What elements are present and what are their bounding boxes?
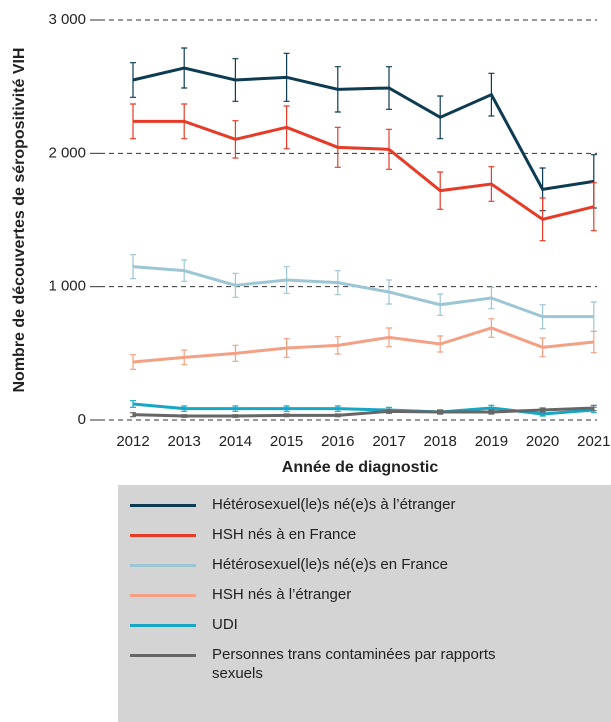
x-tick-label: 2015 [270,433,303,450]
y-tick-label: 3 000 [48,11,86,28]
legend-swatch [130,534,196,537]
legend-swatch [130,654,196,657]
legend-item: Personnes trans contaminées par rapports… [130,645,611,683]
legend-swatch [130,594,196,597]
error-bar [334,413,341,418]
error-bar [181,47,188,89]
error-bar [488,72,495,117]
y-tick-label: 1 000 [48,278,86,295]
legend-item: HSH nés à en France [130,525,611,555]
legend-label: HSH nés à l’étranger [212,586,352,603]
error-bar [181,103,188,140]
error-bar [488,318,495,338]
error-bar [437,409,444,415]
error-bar [130,412,136,418]
error-bar [539,407,546,413]
error-bar [283,338,290,358]
error-bar [130,400,136,408]
error-bar [488,166,495,202]
legend-item: Hétérosexuel(le)s né(e)s à l’étranger [130,495,611,525]
error-bar [130,103,136,140]
chart: Nombre de découvertes de séropositivité … [11,11,610,476]
legend-label: UDI [212,616,238,633]
error-bar [181,414,188,418]
error-bar [283,266,290,294]
error-bar [283,413,290,418]
y-tick-label: 0 [78,411,86,428]
error-bar [130,254,136,280]
error-bar [232,120,239,159]
error-bar [181,349,188,366]
error-bar [488,409,495,415]
legend-swatch [130,504,196,507]
error-bar [283,405,290,412]
error-bar [386,408,392,414]
error-bar [283,52,290,102]
error-bar [232,344,239,362]
legend-label: Hétérosexuel(le)s né(e)s en France [212,556,448,573]
series-line [133,119,595,221]
legend-item: HSH nés à l’étranger [130,585,611,615]
error-bar [334,270,341,296]
error-bar [539,304,546,330]
error-bar [232,272,239,298]
x-tick-label: 2020 [526,433,559,450]
legend-label: HSH nés à en France [212,526,357,543]
error-bar [437,171,444,210]
error-bar [539,337,546,358]
error-bar [386,128,392,170]
error-bar [130,62,136,98]
legend-item: Hétérosexuel(le)s né(e)s en France [130,555,611,585]
x-tick-label: 2018 [424,433,457,450]
series-line [132,66,595,191]
error-bar [232,405,239,412]
legend-swatch [130,564,196,567]
error-bar [539,197,546,242]
x-tick-label: 2013 [168,433,201,450]
error-bar [334,336,341,355]
x-tick-label: 2014 [219,433,252,450]
error-bar [181,259,188,282]
error-bar [488,286,495,310]
error-bar [437,95,444,140]
error-bar [386,66,392,110]
error-bar [334,405,341,412]
series-line [132,265,594,319]
error-bar [181,405,188,412]
error-bar [232,58,239,102]
y-tick-label: 2 000 [48,144,86,161]
series-line [132,406,594,418]
error-bar [590,330,597,354]
legend-label: Personnes trans contaminées par rapports… [212,646,496,682]
x-axis-title: Année de diagnostic [282,459,439,476]
error-bar [386,327,392,348]
legend-label: Hétérosexuel(le)s né(e)s à l’étranger [212,496,456,513]
y-axis-title: Nombre de découvertes de séropositivité … [11,48,28,393]
error-bar [232,414,239,418]
x-tick-label: 2019 [475,433,508,450]
x-tick-label: 2016 [321,433,354,450]
error-bar [437,293,444,316]
series-line [132,326,594,364]
error-bar [590,404,597,412]
x-tick-label: 2021 [577,433,610,450]
error-bar [334,66,341,113]
x-tick-label: 2017 [372,433,405,450]
x-tick-label: 2012 [116,433,149,450]
error-bar [334,126,341,168]
legend-item: UDI [130,615,611,645]
error-bar [437,335,444,353]
error-bar [590,182,597,232]
legend: Hétérosexuel(le)s né(e)s à l’étranger HSH… [118,485,611,722]
error-bar [386,279,392,305]
error-bar [130,354,136,370]
error-bar [283,105,290,150]
legend-swatch [130,624,196,627]
